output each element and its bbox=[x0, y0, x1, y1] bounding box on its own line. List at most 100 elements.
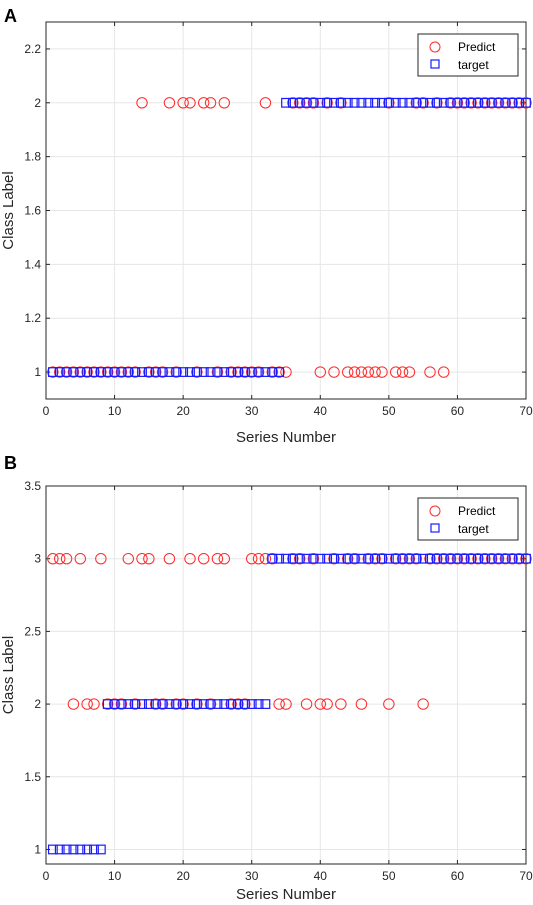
target-point bbox=[226, 699, 237, 709]
target-point bbox=[514, 553, 525, 564]
target-point bbox=[109, 367, 120, 377]
target-point bbox=[404, 97, 415, 108]
x-tick-label: 10 bbox=[108, 869, 122, 883]
predict-point bbox=[513, 97, 525, 109]
target-point bbox=[89, 844, 99, 855]
target-point bbox=[239, 699, 250, 709]
predict-point bbox=[266, 366, 278, 378]
predict-point bbox=[328, 552, 340, 565]
target-point bbox=[335, 553, 346, 564]
panel-label: B bbox=[4, 453, 17, 473]
target-point bbox=[212, 699, 223, 709]
predict-point bbox=[506, 552, 518, 565]
target-point bbox=[521, 553, 531, 564]
predict-point bbox=[156, 366, 169, 378]
target-point bbox=[116, 699, 127, 709]
predict-point bbox=[280, 698, 292, 710]
predict-point bbox=[211, 552, 224, 565]
target-point bbox=[82, 367, 93, 377]
predict-point bbox=[246, 366, 258, 378]
predict-point bbox=[458, 97, 470, 109]
target-point bbox=[507, 553, 518, 564]
legend-predict-label: Predict bbox=[458, 40, 496, 54]
target-point bbox=[171, 699, 182, 709]
axes-box bbox=[45, 485, 527, 865]
target-point bbox=[459, 553, 470, 564]
predict-point bbox=[218, 97, 230, 109]
legend-predict-marker bbox=[429, 41, 441, 53]
predict-point bbox=[95, 366, 107, 378]
target-point bbox=[301, 97, 312, 108]
predict-point bbox=[115, 698, 128, 710]
target-point bbox=[253, 367, 264, 377]
predict-point bbox=[506, 97, 518, 109]
target-point bbox=[459, 97, 470, 108]
target-point bbox=[178, 699, 189, 709]
predict-point bbox=[520, 552, 532, 565]
legend: Predict target bbox=[417, 497, 519, 541]
predict-point bbox=[479, 552, 491, 565]
target-point bbox=[431, 97, 442, 108]
predict-point bbox=[163, 97, 176, 109]
y-tick-label: 1 bbox=[34, 842, 41, 856]
chart-panel-a: A 0 10 20 30 40 50 60 70 1 1.2 1.4 1.6 1.8 2 2.2 Series … bbox=[0, 6, 533, 446]
target-point bbox=[89, 367, 99, 377]
target-point bbox=[493, 97, 504, 108]
predict-point bbox=[259, 97, 272, 109]
target-point bbox=[479, 97, 490, 108]
legend-box bbox=[417, 497, 519, 541]
target-point bbox=[287, 97, 298, 108]
x-tick-label: 20 bbox=[176, 869, 190, 883]
predict-point bbox=[451, 552, 464, 565]
predict-point bbox=[383, 97, 395, 109]
predict-point bbox=[232, 698, 244, 710]
target-point bbox=[507, 97, 518, 108]
predict-point bbox=[396, 552, 409, 565]
target-point bbox=[287, 553, 298, 564]
x-axis-label: Series Number bbox=[236, 886, 336, 903]
target-point bbox=[315, 97, 326, 108]
target-point bbox=[425, 97, 435, 108]
predict-point bbox=[431, 552, 443, 565]
target-point bbox=[68, 367, 79, 377]
target-point bbox=[377, 97, 387, 108]
y-tick-label: 3 bbox=[34, 552, 41, 566]
predict-point bbox=[163, 552, 176, 565]
y-tick-label: 1.2 bbox=[24, 311, 41, 325]
predict-point bbox=[431, 97, 443, 109]
target-point bbox=[335, 97, 346, 108]
predict-point bbox=[170, 366, 182, 378]
target-point bbox=[164, 367, 175, 377]
predict-point bbox=[362, 552, 374, 565]
predict-point bbox=[465, 552, 477, 565]
predict-point bbox=[204, 97, 217, 109]
predict-point bbox=[438, 366, 450, 378]
predict-point bbox=[369, 552, 381, 565]
target-point bbox=[301, 553, 312, 564]
predict-point bbox=[342, 366, 354, 378]
target-point bbox=[137, 699, 147, 709]
target-point bbox=[246, 367, 257, 377]
target-point bbox=[116, 367, 127, 377]
x-tick-label: 50 bbox=[382, 869, 396, 883]
predict-point bbox=[156, 698, 169, 710]
target-point bbox=[171, 367, 182, 377]
target-point bbox=[493, 553, 504, 564]
legend-target-label: target bbox=[458, 522, 489, 536]
target-point bbox=[212, 367, 223, 377]
target-point bbox=[390, 97, 401, 108]
predict-point bbox=[280, 366, 292, 378]
target-point bbox=[281, 553, 291, 564]
predict-point bbox=[287, 97, 299, 109]
predict-point bbox=[170, 698, 182, 710]
predict-point bbox=[390, 366, 402, 378]
y-tick-label: 1.8 bbox=[24, 150, 41, 164]
legend: Predict target bbox=[417, 33, 519, 77]
legend-target-label: target bbox=[458, 58, 489, 72]
predict-point bbox=[438, 552, 450, 565]
predict-point bbox=[218, 552, 230, 565]
target-point bbox=[205, 699, 216, 709]
predict-point bbox=[246, 552, 258, 565]
target-point bbox=[178, 367, 189, 377]
predict-point bbox=[143, 366, 155, 378]
